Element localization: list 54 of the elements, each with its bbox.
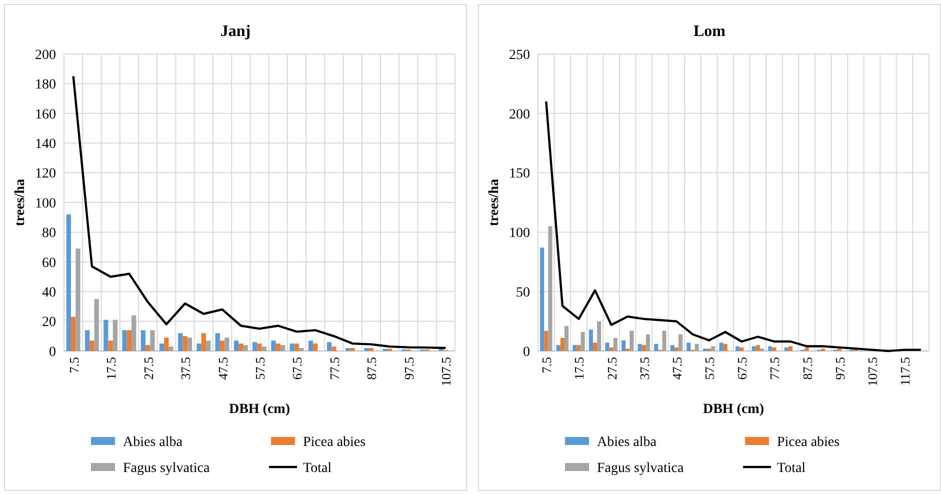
x-tick-label: 57.5 [252,357,268,380]
legend-label: Abies alba [597,434,658,450]
x-tick-label: 7.5 [539,357,554,374]
y-tick-label: 180 [35,78,56,93]
x-axis-title: DBH (cm) [702,402,764,417]
x-tick-label: 77.5 [326,357,342,380]
x-tick-label: 67.5 [290,357,305,380]
y-tick-label: 80 [42,226,56,242]
legend-label: Picea abies [777,434,840,450]
x-axis-title: DBH (cm) [228,402,290,417]
y-tick-label: 160 [35,107,56,122]
legend-label: Abies alba [123,434,184,450]
y-tick-label: 50 [516,286,530,300]
x-tick-label: 97.5 [832,357,848,380]
x-tick-label: 17.5 [572,357,587,380]
chart-title: Lom [694,23,726,40]
x-tick-label: 47.5 [215,357,230,380]
x-tick-label: 17.5 [104,357,119,380]
x-tick-label: 67.5 [734,357,750,380]
y-tick-label: 100 [35,196,56,212]
y-tick-label: 0 [49,344,56,360]
legend-label: Fagus sylvatica [597,460,684,476]
x-tick-label: 87.5 [364,357,380,380]
x-tick-label: 7.5 [66,357,82,374]
x-tick-label: 77.5 [767,357,782,380]
y-tick-label: 200 [509,107,530,122]
legend-label: Fagus sylvatica [123,460,210,476]
y-tick-label: 120 [35,166,56,182]
x-tick-label: 57.5 [702,357,718,380]
y-tick-label: 20 [42,315,56,330]
x-tick-label: 47.5 [669,357,684,380]
x-tick-label: 97.5 [401,357,416,380]
x-tick-label: 27.5 [140,357,156,380]
x-tick-label: 107.5 [864,357,880,386]
legend-label: Picea abies [303,434,366,450]
legend-label: Total [303,460,332,476]
x-tick-label: 107.5 [438,357,454,386]
y-tick-label: 60 [42,256,56,271]
x-tick-label: 37.5 [636,357,652,380]
x-tick-label: 87.5 [800,357,815,380]
y-tick-label: 100 [509,226,530,242]
y-tick-label: 250 [509,48,530,63]
y-tick-label: 40 [42,286,56,300]
x-tick-label: 27.5 [604,357,620,380]
y-tick-label: 200 [35,48,56,63]
y-tick-label: 150 [509,166,530,182]
legend-label: Total [777,460,806,476]
chart-title: Janj [220,23,251,40]
y-axis-title: trees/ha [13,178,28,226]
y-tick-label: 0 [523,344,530,360]
x-tick-label: 37.5 [178,357,194,380]
y-axis-title: trees/ha [487,178,502,226]
x-tick-label: 117.5 [898,357,913,386]
y-tick-label: 140 [35,137,56,152]
